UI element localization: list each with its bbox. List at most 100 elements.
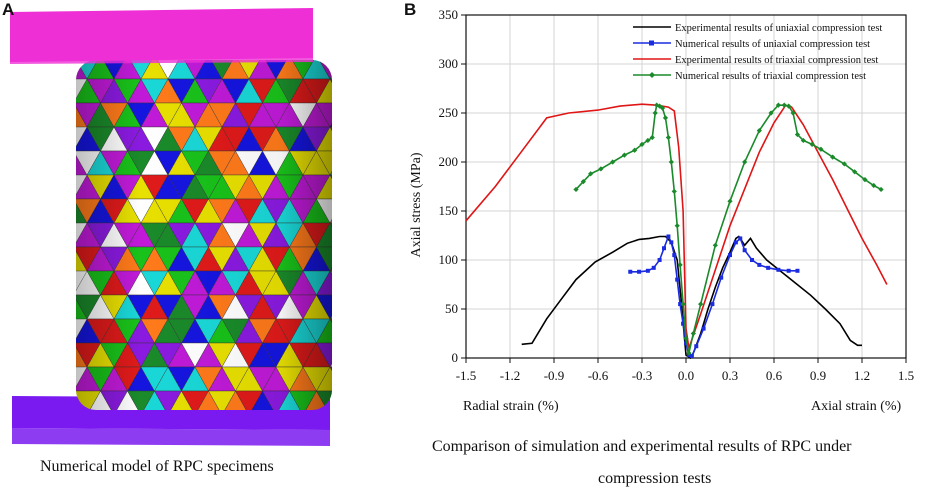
data-point [639,141,645,147]
data-point [637,269,642,274]
data-point [680,301,686,307]
data-point [672,253,677,258]
x-tick-label: -0.6 [588,368,609,383]
y-tick-label: 300 [439,56,459,71]
data-point [871,182,877,189]
legend-item: Experimental results of uniaxial compres… [633,23,882,34]
data-point [852,169,858,175]
data-point [588,171,594,177]
data-point [669,240,674,245]
data-point [580,179,586,185]
data-point [657,258,662,262]
stress-strain-chart: -1.5 -1.2 -0.9 -0.6 -0.3 0.0 0.3 0.6 0.9 1.2 1.5 0 5… [409,7,915,414]
x-tick-label: 0.6 [766,368,783,383]
y-tick-label: 200 [439,154,459,169]
panel-a-caption: Numerical model of RPC specimens [40,458,274,475]
axial-strain-label: Axial strain (%) [811,399,902,414]
data-point [878,186,884,193]
data-point [686,350,692,356]
data-point [610,159,616,165]
y-tick-label: 100 [439,252,459,267]
data-point [742,248,747,253]
y-axis-title: Axial stress (MPa) [409,152,424,257]
data-point [665,134,671,141]
data-point [598,166,604,172]
radial-strain-label: Radial strain (%) [463,399,559,414]
y-tick-label: 0 [452,350,459,365]
data-point [666,234,671,239]
x-tick-label: 0.0 [678,368,694,383]
data-point [677,262,683,268]
legend-item: Numerical results of triaxial compressio… [633,71,866,82]
data-point [728,253,732,258]
data-point [649,134,655,141]
legend-item: Numerical results of uniaxial compressio… [633,39,870,50]
x-tick-label: 1.2 [854,368,870,383]
data-point [657,103,663,109]
data-point [786,103,792,109]
data-point [659,105,666,111]
data-point [674,223,680,229]
series-line [465,103,888,349]
legend-label: Experimental results of uniaxial compres… [675,23,882,34]
data-point [794,131,801,138]
legend-label: Numerical results of uniaxial compressio… [675,39,870,50]
data-point [790,110,796,116]
data-point [756,128,762,134]
y-tick-label: 350 [439,7,459,22]
data-point [683,335,689,341]
top-loading-plate [10,8,313,64]
data-point [768,110,774,116]
data-point [710,302,715,307]
data-point [671,188,677,194]
y-tick-label: 250 [439,105,459,120]
data-point [684,341,688,346]
chart-series [465,102,888,360]
data-point [675,277,680,282]
plot-frame [465,14,907,359]
data-point [775,102,781,108]
data-point [766,265,771,270]
x-tick-label: 0.9 [810,368,826,383]
data-point [694,344,699,349]
data-point [862,177,868,183]
x-tick-label: -0.9 [544,368,565,383]
data-point [645,137,651,144]
panel-b-caption-line2: compression tests [598,470,712,487]
chart-axes: -1.5 -1.2 -0.9 -0.6 -0.3 0.0 0.3 0.6 0.9 1.2 1.5 0 5… [439,7,915,383]
data-point [662,246,666,251]
x-tick-label: 1.5 [898,368,914,383]
data-point [757,262,762,267]
panel-b-label: B [404,0,417,19]
data-point [701,326,706,331]
panel-b-caption-line1: Comparison of simulation and experimenta… [432,438,852,455]
data-point [800,137,806,144]
data-point [632,147,638,153]
legend-item: Experimental results of triaxial compres… [633,55,878,66]
data-point [689,354,694,359]
data-point [727,198,733,204]
chart-legend: Experimental results of uniaxial compres… [633,23,882,82]
data-point [668,159,674,165]
legend-label: Numerical results of triaxial compressio… [675,71,866,82]
data-point [719,275,724,280]
data-point [776,267,781,272]
series-line [630,234,798,357]
data-point [830,154,836,160]
data-point [645,268,650,273]
data-point [809,141,815,147]
data-point [733,240,738,245]
data-point [738,236,743,241]
data-point [573,186,579,193]
data-point [795,268,800,273]
data-point [681,321,686,326]
data-point [621,152,627,158]
data-point [742,159,748,165]
data-point [662,115,669,121]
y-tick-label: 150 [439,203,459,218]
data-point [750,258,754,262]
x-tick-label: 0.3 [722,368,738,383]
x-tick-label: -0.3 [632,368,653,383]
x-tick-label: -1.2 [500,368,521,383]
rpc-specimen-model [10,8,332,446]
